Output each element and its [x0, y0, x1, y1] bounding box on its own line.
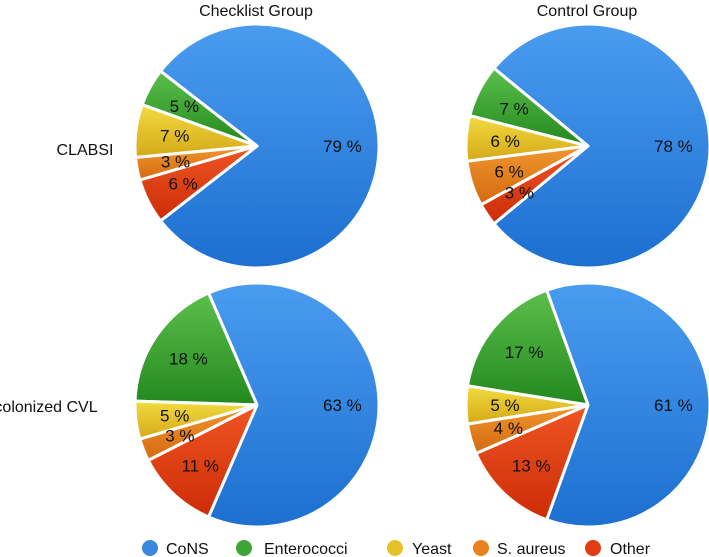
slice-other [146, 403, 259, 519]
pie-charts: 79 % 5 % 7 % 3 % 6 % 78 % 7 % 6 % 6 % 3 % 63 % 18 %… [133, 22, 709, 529]
pie-checklist-colonized-cvl: 63 % 18 % 5 % 3 % 11 % [133, 281, 381, 529]
slice-label-yeast: 5 % [490, 396, 519, 415]
slice-label-cons: 78 % [654, 137, 693, 156]
slice-label-yeast: 5 % [160, 406, 189, 425]
legend-swatch-cons [142, 540, 158, 556]
slice-label-cons: 79 % [323, 137, 362, 156]
row-label-clabsi: CLABSI [57, 142, 114, 159]
slice-label-cons: 63 % [323, 396, 362, 415]
slice-label-enterococci: 5 % [170, 97, 199, 116]
pie-control-clabsi: 78 % 7 % 6 % 6 % 3 % [464, 22, 709, 270]
slice-label-s-aureus: 3 % [161, 153, 190, 172]
legend-label-enterococci: Enterococci [264, 541, 348, 557]
slice-cons [545, 281, 709, 529]
slice-label-s-aureus: 3 % [165, 427, 194, 446]
pie-control-colonized-cvl: 61 % 17 % 5 % 4 % 13 % [464, 281, 709, 529]
slice-label-cons: 61 % [654, 396, 693, 415]
slice-label-enterococci: 18 % [169, 349, 208, 368]
legend-item-other: Other [585, 540, 651, 557]
legend-swatch-yeast [387, 540, 403, 556]
legend: CoNS Enterococci Yeast S. aureus Other [142, 540, 651, 557]
slice-other [479, 144, 590, 226]
slice-cons [492, 22, 709, 270]
slice-label-other: 13 % [512, 457, 551, 476]
pie-checklist-clabsi: 79 % 5 % 7 % 3 % 6 % [133, 22, 381, 270]
legend-item-s-aureus: S. aureus [473, 540, 565, 557]
slice-label-enterococci: 7 % [499, 99, 528, 118]
legend-label-s-aureus: S. aureus [497, 541, 565, 557]
slice-cons [159, 22, 381, 270]
legend-swatch-s-aureus [473, 540, 489, 556]
legend-swatch-other [585, 540, 601, 556]
legend-label-other: Other [610, 541, 651, 557]
slice-other [474, 403, 590, 522]
slice-enterococci [133, 291, 259, 407]
slice-label-enterococci: 17 % [505, 343, 544, 362]
column-title-checklist: Checklist Group [199, 3, 313, 20]
slice-label-other: 3 % [505, 184, 534, 203]
slice-label-s-aureus: 6 % [494, 163, 523, 182]
slice-label-yeast: 7 % [160, 127, 189, 146]
slice-cons [207, 281, 381, 529]
slice-other [138, 144, 259, 223]
slice-label-s-aureus: 4 % [494, 419, 523, 438]
legend-item-enterococci: Enterococci [236, 540, 348, 557]
legend-label-yeast: Yeast [412, 541, 452, 557]
legend-item-cons: CoNS [142, 540, 209, 557]
row-label-colonized-cvl: colonized CVL [0, 399, 98, 416]
slice-enterococci [466, 288, 590, 407]
legend-label-cons: CoNS [166, 541, 209, 557]
slice-label-yeast: 6 % [491, 132, 520, 151]
slice-label-other: 6 % [168, 175, 197, 194]
column-title-control: Control Group [537, 3, 638, 20]
slice-label-other: 11 % [181, 457, 219, 476]
legend-swatch-enterococci [236, 540, 252, 556]
legend-item-yeast: Yeast [387, 540, 452, 557]
